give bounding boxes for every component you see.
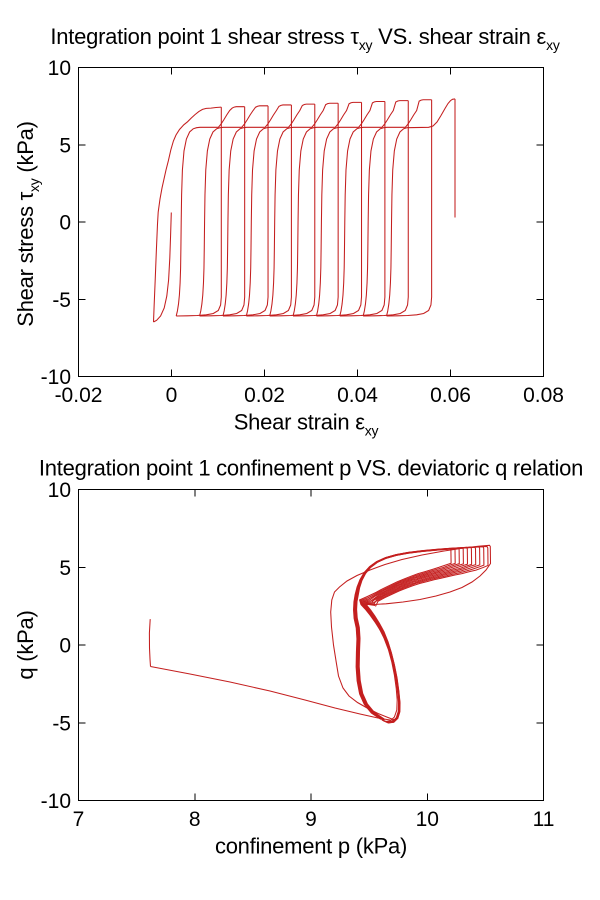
svg-text:0: 0 xyxy=(59,212,71,235)
svg-text:0: 0 xyxy=(59,635,71,658)
svg-text:-10: -10 xyxy=(41,790,71,813)
svg-text:0: 0 xyxy=(166,384,178,407)
svg-text:-5: -5 xyxy=(52,712,71,735)
svg-text:5: 5 xyxy=(59,134,71,157)
svg-text:-10: -10 xyxy=(41,366,71,389)
svg-text:0.04: 0.04 xyxy=(337,384,378,407)
svg-text:confinement p (kPa): confinement p (kPa) xyxy=(215,834,407,859)
svg-text:-5: -5 xyxy=(52,289,71,312)
svg-text:Shear strain εxy: Shear strain εxy xyxy=(234,410,379,439)
svg-text:0.02: 0.02 xyxy=(244,384,285,407)
svg-text:7: 7 xyxy=(73,808,85,831)
svg-text:q (kPa): q (kPa) xyxy=(13,610,38,679)
svg-text:9: 9 xyxy=(305,808,317,831)
svg-text:0.06: 0.06 xyxy=(430,384,471,407)
svg-text:10: 10 xyxy=(48,57,71,80)
svg-text:0.08: 0.08 xyxy=(523,384,564,407)
svg-text:10: 10 xyxy=(48,479,71,502)
svg-text:Integration point 1 shear stre: Integration point 1 shear stress τxy VS.… xyxy=(50,24,559,53)
svg-text:Shear stress τxy (kPa): Shear stress τxy (kPa) xyxy=(13,121,42,326)
svg-text:-0.02: -0.02 xyxy=(55,384,103,407)
svg-text:10: 10 xyxy=(416,808,439,831)
svg-text:8: 8 xyxy=(189,808,201,831)
svg-text:5: 5 xyxy=(59,557,71,580)
svg-text:Integration point 1 confinemen: Integration point 1 confinement p VS. de… xyxy=(39,456,583,481)
svg-text:11: 11 xyxy=(533,808,555,831)
